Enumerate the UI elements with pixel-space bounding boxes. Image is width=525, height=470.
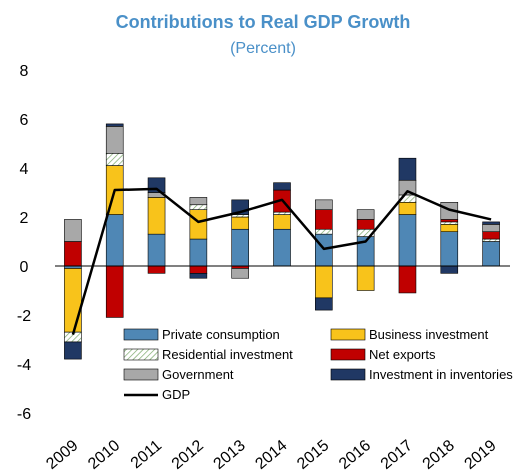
bar-segment [189,273,208,279]
bar-segment [64,241,82,267]
bar-segment [356,265,375,291]
bar-segment [315,209,333,230]
bar-segment [273,211,291,215]
bar-segment [440,265,459,274]
x-tick-label: 2015 [294,437,332,470]
bar-segment [273,214,291,230]
gdp-line [71,187,492,335]
bar-segment [231,268,249,279]
y-tick-label: 2 [20,210,29,227]
bar-segment [147,233,166,267]
legend-swatch [330,328,366,341]
x-tick-label: 2018 [420,437,458,470]
stacked-bars [64,123,500,360]
x-tick-label: 2017 [378,437,416,470]
bar-segment [105,123,124,127]
bar-segment [482,224,500,233]
bar-segment [189,265,208,274]
legend-swatch [123,348,159,361]
bar-segment [64,268,82,333]
legend-label: Net exports [369,347,436,362]
bar-segment [356,219,375,230]
bar-segment [231,228,249,267]
bar-segment [315,265,333,299]
bar-segment [64,341,82,360]
y-tick-label: -2 [17,308,31,325]
bar-segment [440,219,459,223]
bar-segment [64,219,82,242]
bar-segment [440,224,459,233]
bar-segment [273,182,291,191]
bar-segment [482,231,500,240]
legend-label: GDP [162,387,190,402]
chart-title: Contributions to Real GDP Growth [116,12,411,32]
bar-segment [189,209,208,240]
legend-swatch [330,348,366,361]
legend: Private consumption Business investment Re… [123,327,513,402]
legend-swatch [123,368,159,381]
x-tick-label: 2014 [252,437,290,470]
y-tick-label: 4 [20,161,29,178]
bar-segment [105,265,124,318]
bar-segment [482,238,500,242]
legend-swatch [330,368,366,381]
x-tick-label: 2010 [85,437,123,470]
x-axis-tick-labels: 2009 2010 2011 2012 2013 2014 2015 2016 2017 2018… [43,437,499,470]
bar-segment [105,153,124,166]
bar-segment [440,221,459,225]
x-tick-label: 2013 [211,437,249,470]
bar-segment [398,214,417,267]
x-tick-label: 2012 [169,437,207,470]
legend-label: Private consumption [162,327,280,342]
y-tick-label: -6 [17,406,31,423]
x-tick-label: 2009 [43,437,81,470]
legend-label: Investment in inventories [369,367,513,382]
legend-label: Business investment [369,327,489,342]
bar-segment [231,216,249,230]
bar-segment [189,204,208,210]
bar-segment [440,231,459,267]
legend-swatch [123,328,159,341]
x-tick-label: 2019 [461,437,499,470]
legend-label: Government [162,367,234,382]
bar-segment [105,214,124,267]
bar-segment [482,221,500,225]
legend-label: Residential investment [162,347,293,362]
bar-segment [398,202,417,215]
bar-segment [398,265,417,294]
bar-segment [273,228,291,267]
y-tick-label: 0 [20,259,29,276]
bar-segment [189,197,208,206]
y-axis-tick-labels: 8 6 4 2 0 -2 -4 -6 [17,63,31,423]
y-tick-label: 8 [20,63,29,80]
bar-segment [315,228,333,235]
bar-segment [147,197,166,235]
chart-subtitle: (Percent) [230,40,296,57]
bar-segment [147,265,166,274]
y-tick-label: -4 [17,357,31,374]
bar-segment [231,214,249,218]
bar-segment [315,297,333,311]
x-tick-label: 2011 [128,437,165,470]
y-tick-label: 6 [20,112,29,129]
bar-segment [189,238,208,267]
bar-segment [356,209,375,220]
bar-segment [482,241,500,267]
bar-segment [105,126,124,154]
x-tick-label: 2016 [336,437,374,470]
bar-segment [398,157,417,181]
bar-segment [315,199,333,210]
